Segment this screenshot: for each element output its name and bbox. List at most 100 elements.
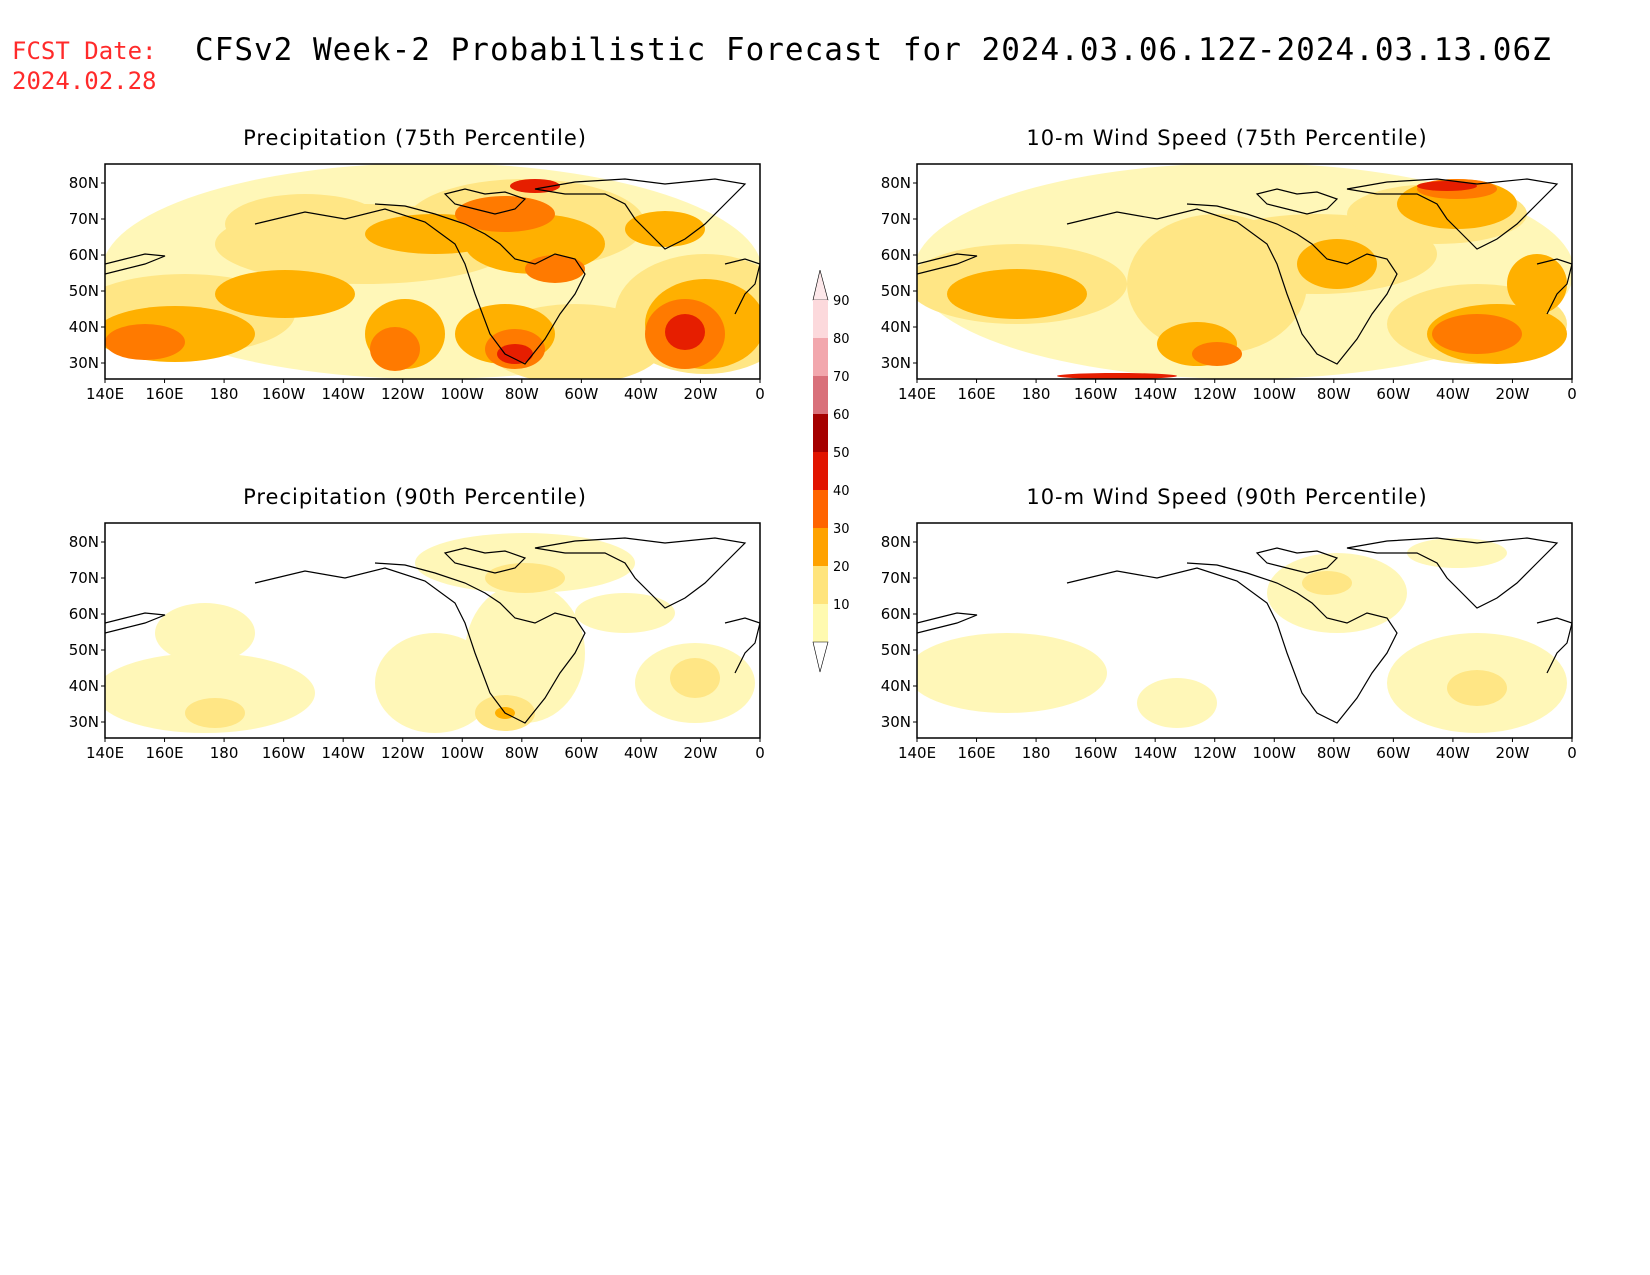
legend-level-label: 10 [833, 598, 850, 613]
latitude-labels: 80N 70N 60N 50N 40N 30N [881, 533, 917, 731]
latitude-label: 30N [881, 713, 911, 731]
coastlines [105, 537, 760, 724]
legend-level-label: 20 [833, 560, 850, 575]
longitude-label: 160W [262, 385, 306, 403]
legend-level-label: 70 [833, 370, 850, 385]
longitude-label: 20W [683, 385, 717, 403]
latitude-label: 70N [69, 210, 99, 228]
wind-75-panel: 10-m Wind Speed (75th Percentile) 80N 70N… [872, 126, 1632, 456]
latitude-labels: 80N 70N 60N 50N 40N 30N [69, 533, 105, 731]
probability-shading [917, 164, 1572, 379]
longitude-label: 20W [1495, 385, 1529, 403]
latitude-label: 30N [881, 354, 911, 372]
latitude-label: 60N [881, 246, 911, 264]
probability-contour-area [1192, 342, 1242, 366]
longitude-label: 40W [1436, 744, 1470, 762]
longitude-label: 160E [145, 744, 183, 762]
latitude-label: 40N [69, 318, 99, 336]
longitude-labels: 140E 160E 180 160W 140W 120W 100W 80W 60W 40W 20W 0 [898, 738, 1577, 762]
latitude-label: 50N [69, 282, 99, 300]
probability-contour-area [375, 633, 495, 733]
latitude-label: 60N [69, 246, 99, 264]
panel-title: 10-m Wind Speed (75th Percentile) [1026, 126, 1428, 150]
latitude-label: 30N [69, 354, 99, 372]
latitude-label: 40N [69, 677, 99, 695]
panel-title: Precipitation (75th Percentile) [243, 126, 587, 150]
legend-color-box [813, 566, 828, 604]
probability-shading [917, 538, 1567, 733]
longitude-label: 80W [505, 385, 539, 403]
precipitation-75-map: 80N 70N 60N 50N 40N 30N 140E 160E 180 160W 140W 120… [69, 163, 765, 403]
probability-contour-area [947, 269, 1087, 319]
map-plot-area [104, 163, 761, 380]
latitude-label: 40N [881, 677, 911, 695]
longitude-label: 120W [1193, 385, 1237, 403]
coastline [254, 203, 586, 365]
longitude-label: 140E [898, 744, 936, 762]
wind-75-map: 80N 70N 60N 50N 40N 30N 140E 160E 180 160W 140W 120… [881, 163, 1577, 403]
longitude-label: 100W [441, 385, 485, 403]
coastline [1536, 258, 1572, 315]
probability-contour-area [455, 196, 555, 232]
coastline [1536, 617, 1572, 674]
probability-contour-area [465, 583, 585, 723]
panel-title: Precipitation (90th Percentile) [243, 485, 587, 509]
longitude-label: 40W [624, 385, 658, 403]
wind-90-panel: 10-m Wind Speed (90th Percentile) 80N 70N… [872, 485, 1632, 815]
probability-contour-area [525, 255, 585, 283]
coastline [443, 547, 527, 574]
legend-color-box [813, 300, 828, 338]
probability-contour-area [1407, 538, 1507, 568]
longitude-labels: 140E 160E 180 160W 140W 120W 100W 80W 60W 40W 20W 0 [898, 379, 1577, 403]
coastline [724, 258, 760, 315]
probability-contour-area [670, 658, 720, 698]
legend-color-box [813, 376, 828, 414]
latitude-label: 80N [69, 174, 99, 192]
longitude-label: 140E [86, 744, 124, 762]
coastline [443, 188, 527, 215]
longitude-label: 40W [1436, 385, 1470, 403]
probability-contour-area [1432, 314, 1522, 354]
latitude-label: 30N [69, 713, 99, 731]
coastline [1346, 178, 1559, 250]
latitude-label: 50N [69, 641, 99, 659]
probability-contour-area [185, 698, 245, 728]
coastline [1346, 537, 1559, 609]
coastline [1255, 188, 1339, 215]
longitude-label: 140E [898, 385, 936, 403]
probability-contour-area [1417, 181, 1477, 191]
coastline [1066, 562, 1398, 724]
latitude-label: 60N [69, 605, 99, 623]
map-frame [916, 163, 1573, 380]
coastline [254, 562, 586, 724]
probability-contour-area [215, 270, 355, 318]
longitude-label: 140W [1133, 385, 1177, 403]
latitude-label: 80N [881, 533, 911, 551]
map-frame [104, 522, 761, 739]
wind-90-map: 80N 70N 60N 50N 40N 30N 140E 160E 180 160W 140W 120… [881, 522, 1577, 762]
legend-level-label: 60 [833, 408, 850, 423]
longitude-label: 160W [1074, 744, 1118, 762]
coastlines [917, 537, 1572, 724]
coastline [1066, 203, 1398, 365]
precipitation-75-panel: Precipitation (75th Percentile) 80N 70N 60… [60, 126, 820, 456]
legend-level-label: 80 [833, 332, 850, 347]
legend-color-box [813, 604, 828, 642]
longitude-label: 0 [755, 744, 765, 762]
longitude-label: 120W [381, 744, 425, 762]
forecast-date-block: FCST Date: 2024.02.28 [12, 36, 157, 96]
longitude-label: 140W [321, 385, 365, 403]
probability-contour-area [510, 179, 560, 193]
longitude-label: 20W [1495, 744, 1529, 762]
probability-contour-area [155, 603, 255, 663]
map-plot-area [916, 163, 1573, 380]
latitude-label: 50N [881, 282, 911, 300]
map-frame [104, 163, 761, 380]
legend-level-label: 50 [833, 446, 850, 461]
longitude-label: 60W [1376, 744, 1410, 762]
longitude-label: 100W [1253, 744, 1297, 762]
probability-contour-area [625, 211, 705, 247]
map-plot-area [104, 522, 761, 739]
latitude-label: 60N [881, 605, 911, 623]
forecast-date-label: FCST Date: [12, 37, 157, 65]
